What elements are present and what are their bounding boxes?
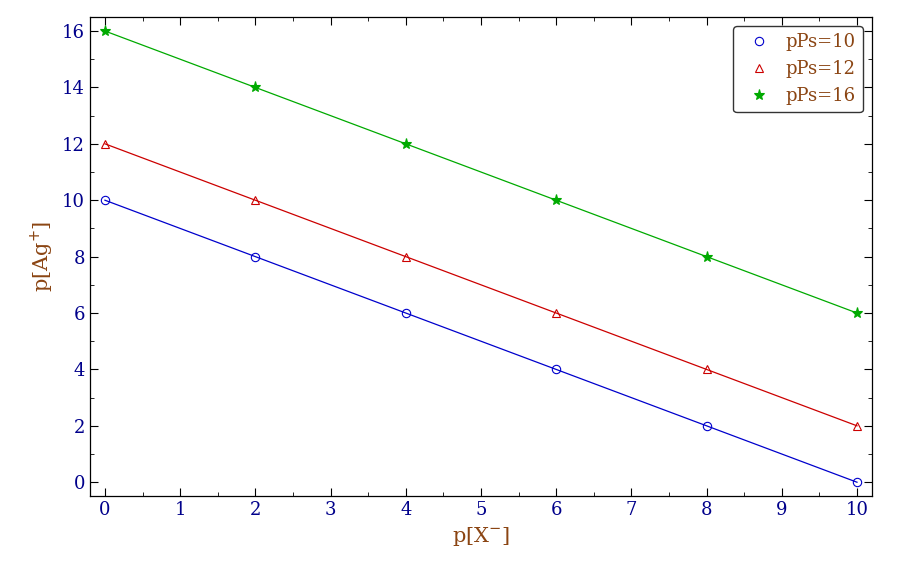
pPs=10 xyxy=(400,310,411,316)
X-axis label: p[X$^{-}$]: p[X$^{-}$] xyxy=(452,525,510,548)
pPs=16 xyxy=(851,310,862,316)
Y-axis label: p[Ag$^{+}$]: p[Ag$^{+}$] xyxy=(29,221,57,292)
pPs=12 xyxy=(701,366,712,373)
pPs=10 xyxy=(100,197,111,204)
Line: pPs=12: pPs=12 xyxy=(101,140,861,430)
Line: pPs=16: pPs=16 xyxy=(100,25,862,319)
Line: pPs=10: pPs=10 xyxy=(101,196,861,486)
pPs=10 xyxy=(551,366,562,373)
pPs=12 xyxy=(551,310,562,316)
pPs=10 xyxy=(701,422,712,429)
pPs=16 xyxy=(701,253,712,260)
pPs=16 xyxy=(551,197,562,204)
pPs=10 xyxy=(250,253,261,260)
pPs=16 xyxy=(250,84,261,91)
pPs=12 xyxy=(400,253,411,260)
Legend: pPs=10, pPs=12, pPs=16: pPs=10, pPs=12, pPs=16 xyxy=(734,26,863,112)
pPs=12 xyxy=(851,422,862,429)
pPs=10 xyxy=(851,479,862,486)
pPs=12 xyxy=(250,197,261,204)
pPs=16 xyxy=(400,140,411,147)
pPs=12 xyxy=(100,140,111,147)
pPs=16 xyxy=(100,28,111,34)
